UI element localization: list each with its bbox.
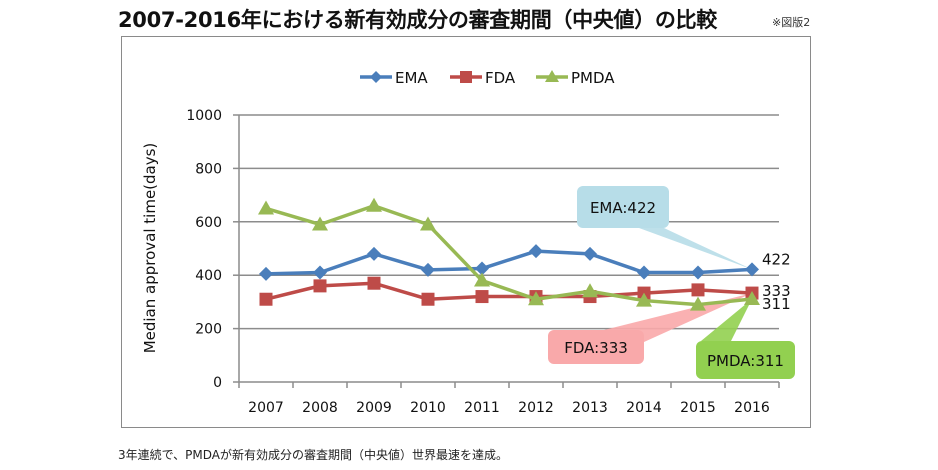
axes xyxy=(233,114,780,388)
callout-fda: FDA:333 xyxy=(548,293,752,364)
series xyxy=(258,197,760,311)
data-point xyxy=(529,244,543,259)
end-label: 333 xyxy=(762,282,791,300)
callout-text: EMA:422 xyxy=(590,199,656,217)
callout-box xyxy=(548,330,644,364)
x-tick-label: 2011 xyxy=(464,400,500,416)
callout-ema: EMA:422 xyxy=(577,186,752,270)
data-point xyxy=(475,290,489,304)
data-point xyxy=(474,272,490,287)
legend: EMA FDA PMDA xyxy=(360,69,615,87)
legend-label: EMA xyxy=(395,69,428,87)
data-point xyxy=(421,292,435,306)
legend-marker xyxy=(370,71,382,83)
data-point xyxy=(528,291,544,306)
data-point xyxy=(367,246,381,261)
figure-note: ※図版2 xyxy=(772,16,811,29)
end-label: 422 xyxy=(762,250,791,268)
y-tick-label: 1000 xyxy=(186,108,222,124)
data-point xyxy=(259,266,273,281)
series-ema xyxy=(259,244,759,281)
y-tick-label: 200 xyxy=(195,322,222,338)
legend-item-pmda: PMDA xyxy=(536,69,615,87)
chart-title: 2007-2016年における新有効成分の審査期間（中央値）の比較 xyxy=(118,8,718,32)
callout-pointer xyxy=(604,293,752,342)
callout-text: FDA:333 xyxy=(564,339,628,357)
x-tick-label: 2013 xyxy=(572,400,608,416)
data-point xyxy=(259,292,273,306)
data-point xyxy=(691,283,705,297)
chart-frame xyxy=(121,36,811,428)
callout-box xyxy=(577,186,669,228)
x-tick-label: 2010 xyxy=(410,400,446,416)
y-tick-label: 800 xyxy=(195,161,222,177)
y-axis-label: Median approval time(days) xyxy=(141,143,159,354)
legend-marker xyxy=(460,71,472,83)
end-label: 311 xyxy=(762,295,791,313)
x-tick-label: 2015 xyxy=(680,400,716,416)
x-tick-labels: 2007 2008 2009 2010 2011 2012 2013 2014 2015 2016 xyxy=(248,400,770,416)
data-point xyxy=(583,246,597,261)
data-point xyxy=(313,279,327,293)
data-point xyxy=(744,290,760,305)
caption: 3年連続で、PMDAが新有効成分の審査期間（中央値）世界最速を達成。 xyxy=(118,448,508,462)
data-point xyxy=(312,216,328,231)
y-tick-label: 400 xyxy=(195,268,222,284)
y-tick-label: 600 xyxy=(195,215,222,231)
callout-pointer xyxy=(639,228,752,270)
y-tick-labels: 0 200 400 600 800 1000 xyxy=(186,108,222,391)
callout-pointer xyxy=(701,298,752,341)
data-point xyxy=(421,262,435,277)
data-point xyxy=(258,200,274,215)
data-point xyxy=(366,197,382,212)
legend-item-ema: EMA xyxy=(360,69,428,87)
data-point xyxy=(475,261,489,276)
data-point xyxy=(582,283,598,298)
series-pmda xyxy=(258,197,760,311)
x-tick-label: 2016 xyxy=(734,400,770,416)
gridlines xyxy=(239,114,779,330)
data-point xyxy=(690,296,706,311)
x-tick-label: 2009 xyxy=(356,400,392,416)
legend-label: PMDA xyxy=(571,69,615,87)
callouts: EMA:422 FDA:333 PMDA:311 xyxy=(548,186,795,379)
data-point xyxy=(367,276,381,290)
x-tick-label: 2014 xyxy=(626,400,662,416)
data-point xyxy=(313,265,327,280)
legend-item-fda: FDA xyxy=(450,69,516,87)
callout-text: PMDA:311 xyxy=(707,352,784,370)
series-line xyxy=(265,249,753,276)
series-line xyxy=(265,204,753,307)
data-point xyxy=(691,265,705,280)
series-line xyxy=(265,281,753,301)
data-point xyxy=(637,265,651,280)
data-point xyxy=(745,262,759,277)
x-tick-label: 2012 xyxy=(518,400,554,416)
x-tick-label: 2007 xyxy=(248,400,284,416)
legend-label: FDA xyxy=(485,69,516,87)
data-point xyxy=(636,292,652,307)
x-tick-label: 2008 xyxy=(302,400,338,416)
legend-marker xyxy=(545,70,559,82)
y-tick-label: 0 xyxy=(213,375,222,391)
callout-pmda: PMDA:311 xyxy=(696,298,795,379)
data-point xyxy=(420,216,436,231)
callout-box xyxy=(696,341,795,379)
